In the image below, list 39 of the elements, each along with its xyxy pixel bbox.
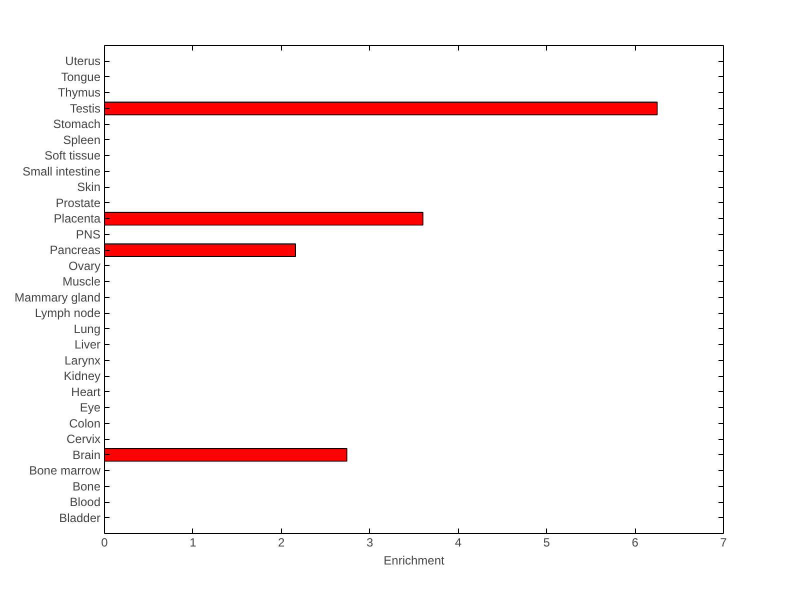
- y-tick-label: Colon: [69, 416, 101, 430]
- y-tick-label: Small intestine: [22, 164, 101, 178]
- y-tick-label: Muscle: [62, 274, 101, 289]
- y-tick-label: Uterus: [65, 54, 100, 68]
- y-tick-label: Larynx: [64, 353, 101, 368]
- y-tick-label: Thymus: [58, 86, 101, 100]
- y-tick-label: Kidney: [64, 369, 101, 384]
- x-tick-label: 0: [101, 536, 108, 550]
- y-tick-label: Placenta: [54, 212, 101, 226]
- y-tick-label: PNS: [76, 227, 101, 242]
- x-tick-label: 4: [454, 536, 462, 550]
- y-tick-label: Brain: [72, 448, 100, 462]
- y-tick-label: Mammary gland: [14, 290, 101, 304]
- x-tick-label: 2: [278, 536, 286, 550]
- y-tick-label: Blood: [70, 495, 101, 510]
- y-tick-label: Bone marrow: [29, 464, 101, 478]
- y-tick-label: Tongue: [61, 70, 101, 84]
- y-tick-label: Pancreas: [50, 243, 101, 258]
- y-tick-label: Stomach: [53, 117, 101, 132]
- y-tick-label: Lymph node: [34, 306, 101, 320]
- y-tick-label: Testis: [70, 101, 101, 116]
- y-tick-label: Spleen: [63, 132, 101, 147]
- y-tick-label: Soft tissue: [44, 148, 101, 163]
- y-tick-label: Bladder: [59, 510, 101, 525]
- y-tick-label: Prostate: [56, 196, 101, 210]
- x-tick-label: 5: [543, 536, 550, 550]
- y-tick-label: Heart: [71, 384, 102, 399]
- y-tick-label: Eye: [80, 400, 101, 415]
- y-tick-label: Cervix: [66, 432, 101, 446]
- y-tick-label: Ovary: [68, 258, 101, 273]
- y-tick-label: Liver: [74, 338, 101, 352]
- x-tick-label: 1: [190, 536, 197, 550]
- x-tick-label: 6: [632, 536, 639, 550]
- y-tick-label: Lung: [74, 322, 101, 336]
- x-axis-title: Enrichment: [384, 554, 446, 568]
- y-tick-label: Bone: [72, 479, 101, 494]
- y-tick-label: Skin: [77, 180, 100, 194]
- x-tick-label: 3: [366, 536, 374, 550]
- x-tick-label: 7: [720, 536, 728, 550]
